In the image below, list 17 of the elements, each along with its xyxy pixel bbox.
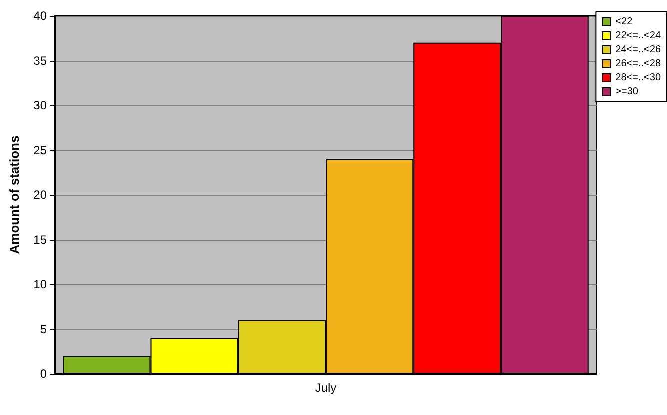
legend-label: 24<=..<26 [616,44,662,56]
legend-label: 22<=..<24 [616,30,662,42]
y-tick-label: 5 [40,322,48,336]
y-tick-label: 35 [34,54,48,68]
y-tick-label: 40 [34,9,48,23]
legend-label: 26<=..<28 [616,58,662,70]
legend-label: 28<=..<30 [616,72,662,84]
y-tick-label: 10 [34,278,48,292]
y-tick-label: 0 [40,367,48,381]
y-tick-label: 25 [34,143,48,158]
y-tick-label: 20 [34,188,48,202]
y-axis-title: Amount of stations [7,136,22,254]
x-tick-label: July [315,381,337,395]
legend-label: <22 [616,16,634,28]
legend-label: >=30 [616,86,639,98]
y-tick-label: 15 [34,232,48,247]
y-tick-label: 30 [34,98,48,112]
